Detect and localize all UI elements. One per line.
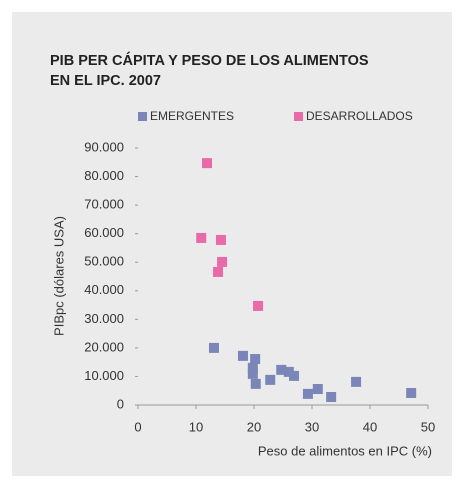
y-tick-label: 50.000 bbox=[84, 254, 124, 269]
y-tick-label: 60.000 bbox=[84, 225, 124, 240]
y-tick-label: 40.000 bbox=[84, 282, 124, 297]
point bbox=[247, 362, 258, 373]
point bbox=[283, 366, 294, 377]
y-tick-label: 80.000 bbox=[84, 168, 124, 183]
y-tick-label: 0 bbox=[117, 396, 124, 411]
point bbox=[265, 374, 276, 385]
point bbox=[253, 300, 264, 311]
point bbox=[215, 234, 226, 245]
y-tick-label: 30.000 bbox=[84, 311, 124, 326]
point bbox=[217, 256, 228, 267]
x-tick-label: 0 bbox=[134, 419, 141, 434]
point bbox=[326, 392, 337, 403]
point bbox=[406, 388, 417, 399]
point bbox=[250, 378, 261, 389]
point bbox=[247, 368, 258, 379]
point bbox=[202, 158, 213, 169]
legend-swatch bbox=[138, 112, 147, 121]
x-axis-title: Peso de alimentos en IPC (%) bbox=[258, 443, 432, 458]
y-tick-label: 20.000 bbox=[84, 339, 124, 354]
y-axis-title: PIBpc (dólares USA) bbox=[51, 216, 66, 336]
chart-title: EN EL IPC. 2007 bbox=[50, 73, 161, 89]
x-tick-label: 20 bbox=[247, 419, 261, 434]
point bbox=[213, 266, 224, 277]
x-tick-label: 30 bbox=[305, 419, 319, 434]
point bbox=[237, 350, 248, 361]
legend-swatch bbox=[294, 112, 303, 121]
point bbox=[302, 388, 313, 399]
x-tick-label: 40 bbox=[363, 419, 377, 434]
point bbox=[276, 364, 287, 375]
point bbox=[289, 370, 300, 381]
y-tick-label: 90.000 bbox=[84, 139, 124, 154]
panel bbox=[12, 12, 452, 476]
y-tick-label: 10.000 bbox=[84, 368, 124, 383]
point bbox=[250, 354, 261, 365]
chart-title: PIB PER CÁPITA Y PESO DE LOS ALIMENTOS bbox=[50, 52, 369, 69]
point bbox=[351, 376, 362, 387]
x-tick-label: 50 bbox=[421, 419, 435, 434]
y-tick-label: 70.000 bbox=[84, 197, 124, 212]
point bbox=[208, 342, 219, 353]
point bbox=[312, 384, 323, 395]
legend-label: DESARROLLADOS bbox=[306, 109, 413, 123]
point bbox=[196, 232, 207, 243]
x-tick-label: 10 bbox=[189, 419, 203, 434]
legend-label: EMERGENTES bbox=[150, 109, 234, 123]
